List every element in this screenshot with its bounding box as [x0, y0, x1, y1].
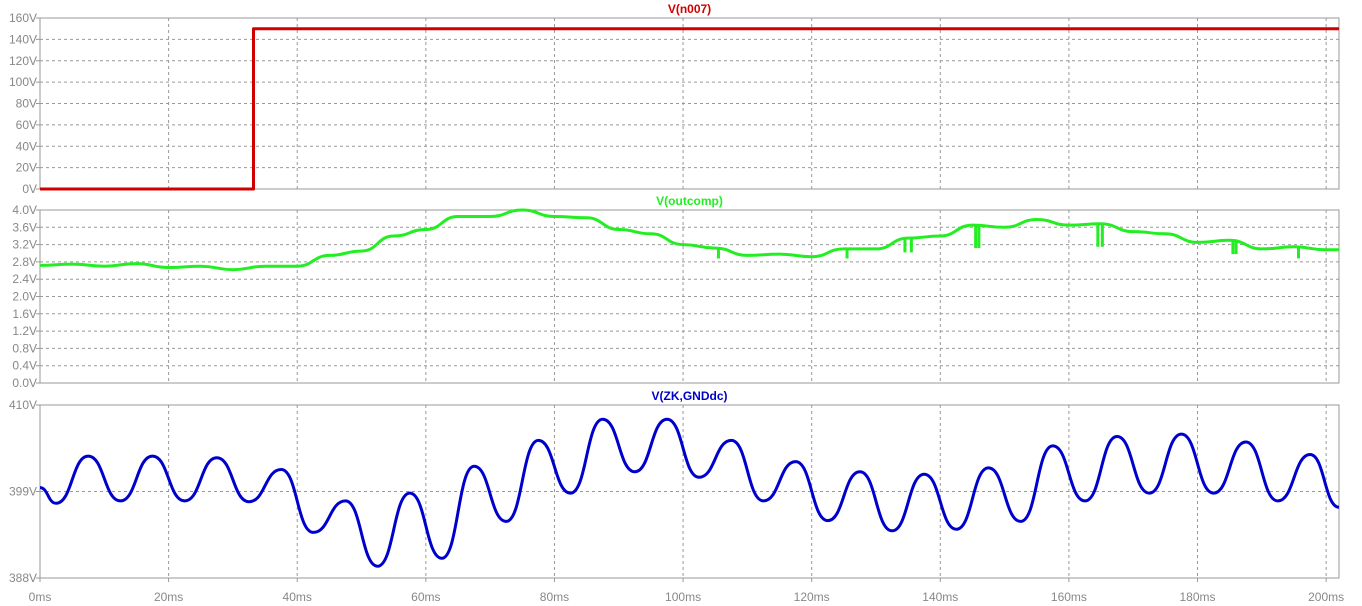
x-tick-label: 200ms [1308, 590, 1344, 604]
trace-v-n007 [40, 27, 1339, 191]
y-tick-label: 410V [9, 398, 37, 412]
pane-v-n007[interactable]: 0V 20V 40V 60V 80V 100V 120V 140V 160V V(n007) [9, 2, 1340, 196]
y-tick-label: 3.2V [12, 238, 37, 252]
y-tick-label: 2.8V [12, 255, 37, 269]
trace-title-v-n007[interactable]: V(n007) [668, 2, 711, 16]
x-tick-label: 0ms [29, 590, 52, 604]
trace-line [39, 208, 1340, 272]
y-axis-ticks: 388V 399V 410V [9, 398, 40, 585]
trace-title-v-outcomp[interactable]: V(outcomp) [656, 194, 723, 208]
x-tick-label: 140ms [922, 590, 958, 604]
trace-line [40, 27, 1339, 191]
y-tick-label: 399V [9, 485, 37, 499]
y-tick-label: 3.6V [12, 220, 37, 234]
x-tick-label: 20ms [154, 590, 183, 604]
y-tick-label: 0.8V [12, 341, 37, 355]
y-tick-label: 120V [9, 54, 37, 68]
y-tick-label: 140V [9, 32, 37, 46]
y-tick-label: 4.0V [12, 203, 37, 217]
trace-title-v-zk-gnddc[interactable]: V(ZK,GNDdc) [652, 389, 728, 403]
y-tick-label: 1.2V [12, 324, 37, 338]
y-tick-label: 0V [22, 182, 37, 196]
x-tick-label: 60ms [411, 590, 440, 604]
y-axis-ticks: 0V 20V 40V 60V 80V 100V 120V 140V 160V [9, 11, 40, 196]
x-tick-label: 160ms [1051, 590, 1087, 604]
y-tick-label: 1.6V [12, 307, 37, 321]
y-tick-label: 60V [16, 118, 37, 132]
trace-v-zk-gnddc [39, 417, 1340, 568]
trace-v-outcomp [39, 208, 1340, 272]
pane-v-zk-gnddc[interactable]: 388V 399V 410V V(ZK,GNDdc) [9, 389, 1340, 585]
y-tick-label: 2.0V [12, 290, 37, 304]
y-tick-label: 388V [9, 571, 37, 585]
y-tick-label: 40V [16, 139, 37, 153]
y-axis-ticks: 0.0V 0.4V 0.8V 1.2V 1.6V 2.0V 2.4V 2.8V 3.2V 3.6V… [12, 203, 40, 390]
trace-line [39, 417, 1340, 568]
pane-v-outcomp[interactable]: 0.0V 0.4V 0.8V 1.2V 1.6V 2.0V 2.4V 2.8V 3.2V 3.6V… [12, 194, 1340, 390]
x-tick-label: 120ms [794, 590, 830, 604]
x-tick-label: 100ms [665, 590, 701, 604]
y-tick-label: 80V [16, 97, 37, 111]
pane-grid [39, 17, 1339, 190]
x-tick-label: 180ms [1180, 590, 1216, 604]
x-tick-label: 40ms [283, 590, 312, 604]
y-tick-label: 160V [9, 11, 37, 25]
x-tick-label: 80ms [540, 590, 569, 604]
y-tick-label: 0.0V [12, 376, 37, 390]
y-tick-label: 20V [16, 161, 37, 175]
x-axis-ticks: 0ms 20ms 40ms 60ms 80ms 100ms 120ms 140ms 160ms 1… [29, 578, 1344, 604]
y-tick-label: 100V [9, 75, 37, 89]
y-tick-label: 0.4V [12, 359, 37, 373]
pane-grid [39, 209, 1339, 384]
y-tick-label: 2.4V [12, 272, 37, 286]
